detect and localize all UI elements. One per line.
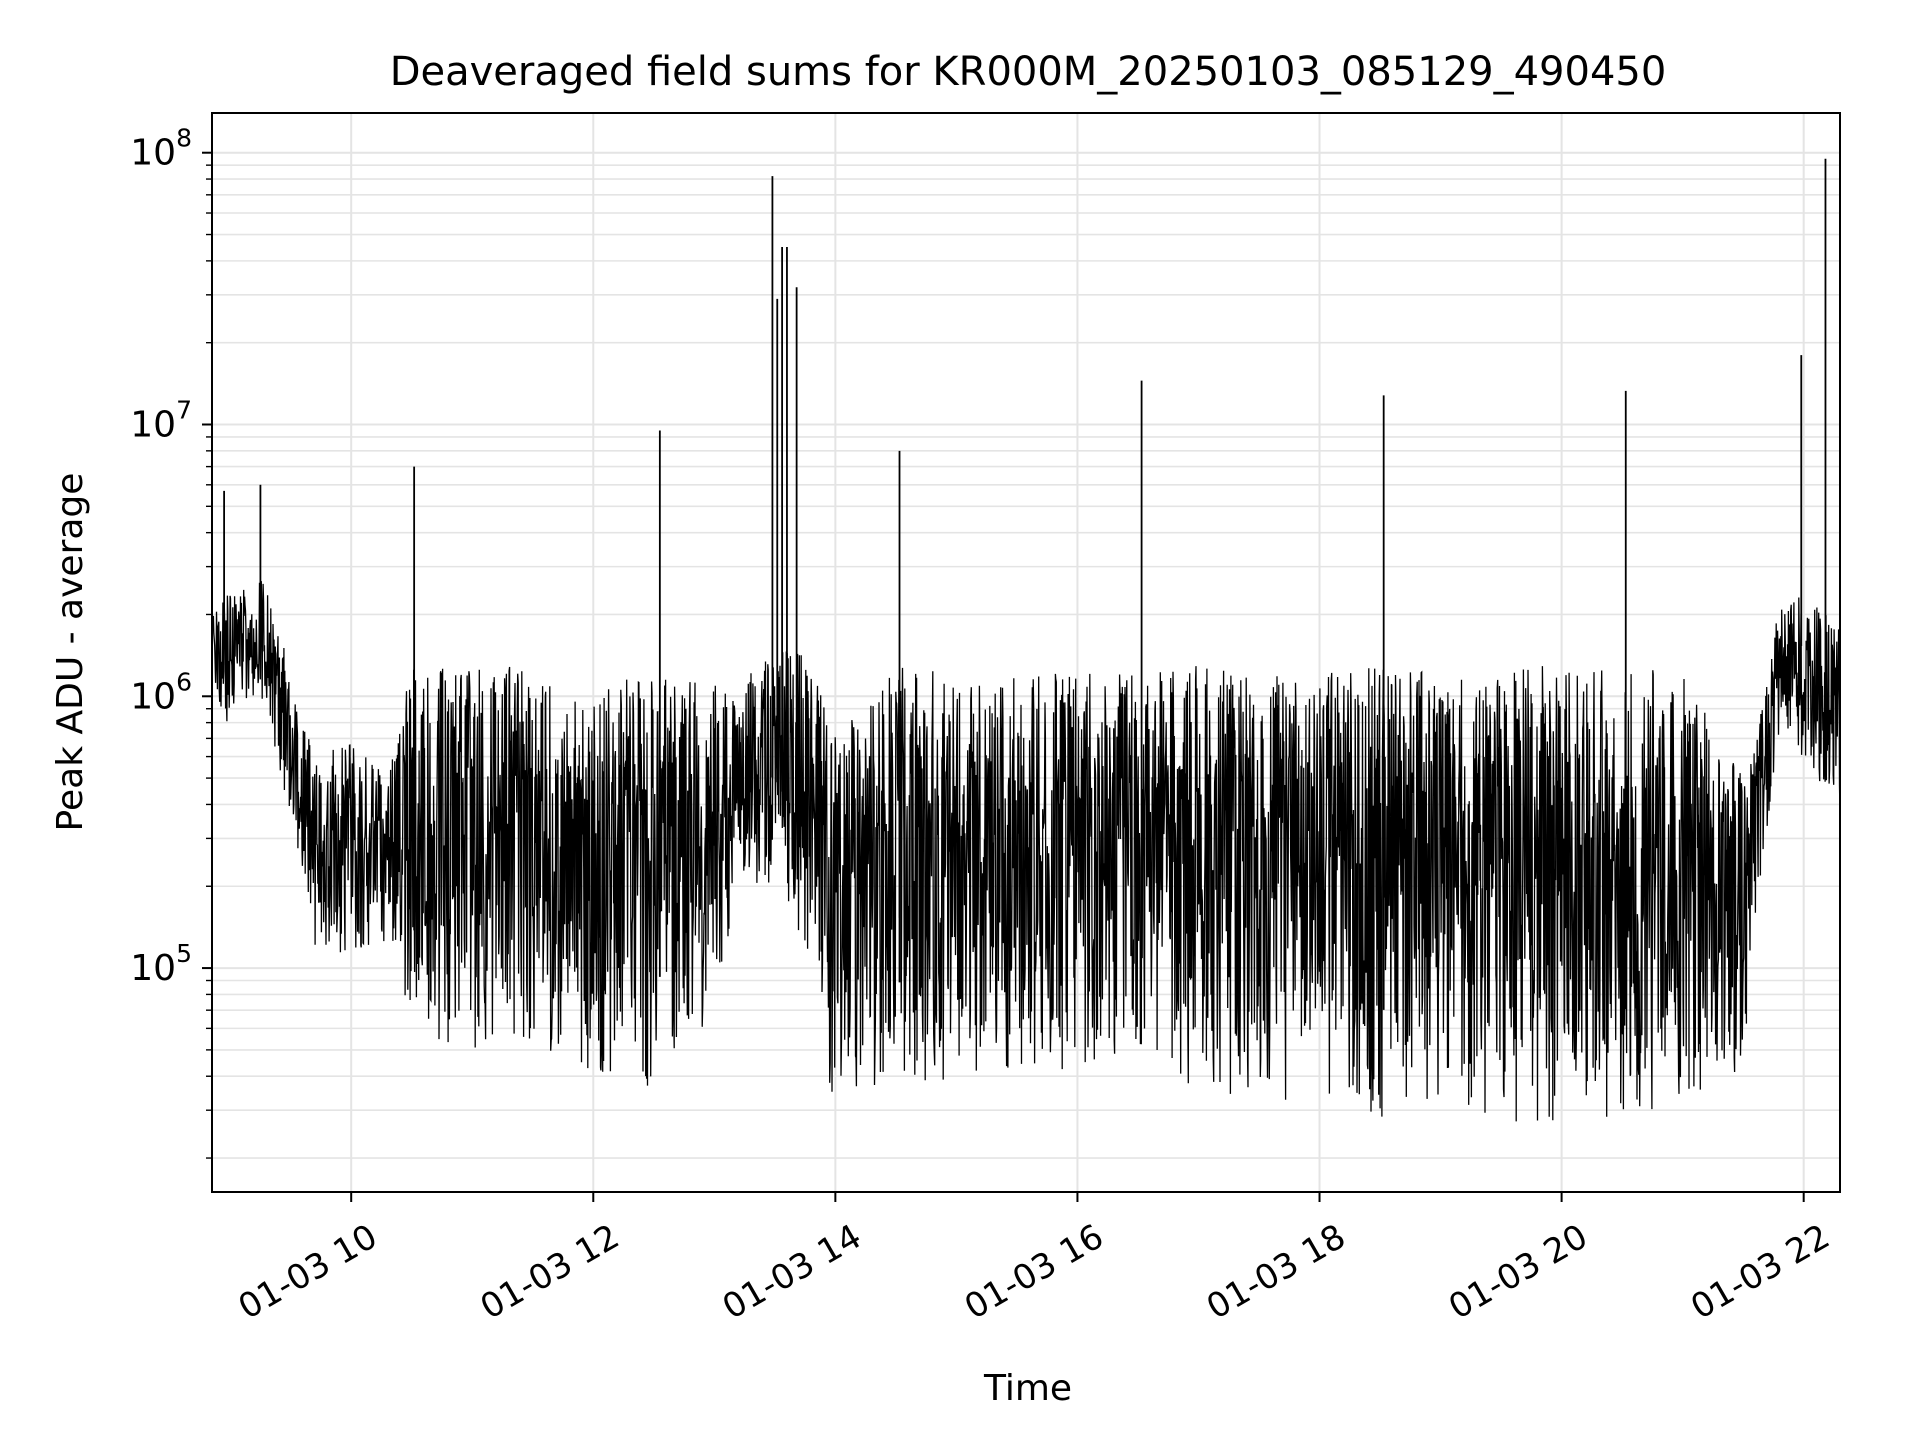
y-tick-label: 107 (130, 396, 192, 446)
ticks: 01-03 10 01-03 12 01-03 14 01-03 16 01-03 18… (130, 124, 1836, 1328)
series-line (211, 581, 1841, 1122)
y-tick-label: 105 (130, 939, 192, 989)
x-tick-label: 01-03 12 (474, 1217, 626, 1328)
y-tick-label: 108 (130, 124, 192, 174)
series-layer (211, 158, 1841, 1122)
y-tick-label: 106 (130, 667, 192, 717)
x-tick-label: 01-03 20 (1442, 1217, 1594, 1328)
x-tick-label: 01-03 22 (1684, 1217, 1836, 1328)
x-tick-label: 01-03 14 (716, 1217, 868, 1328)
y-tick-exponent: 5 (176, 939, 192, 968)
plot-frame (211, 112, 1841, 1193)
y-axis-label: Peak ADU - average (50, 473, 91, 832)
x-tick-label: 01-03 18 (1200, 1217, 1352, 1328)
x-tick-label: 01-03 16 (958, 1217, 1110, 1328)
y-tick-exponent: 8 (176, 124, 192, 153)
y-tick-exponent: 7 (176, 396, 192, 425)
y-tick-exponent: 6 (176, 667, 192, 696)
chart-title: Deaveraged field sums for KR000M_2025010… (390, 49, 1667, 95)
x-axis-label: Time (983, 1368, 1072, 1409)
x-tick-label: 01-03 10 (232, 1217, 384, 1328)
